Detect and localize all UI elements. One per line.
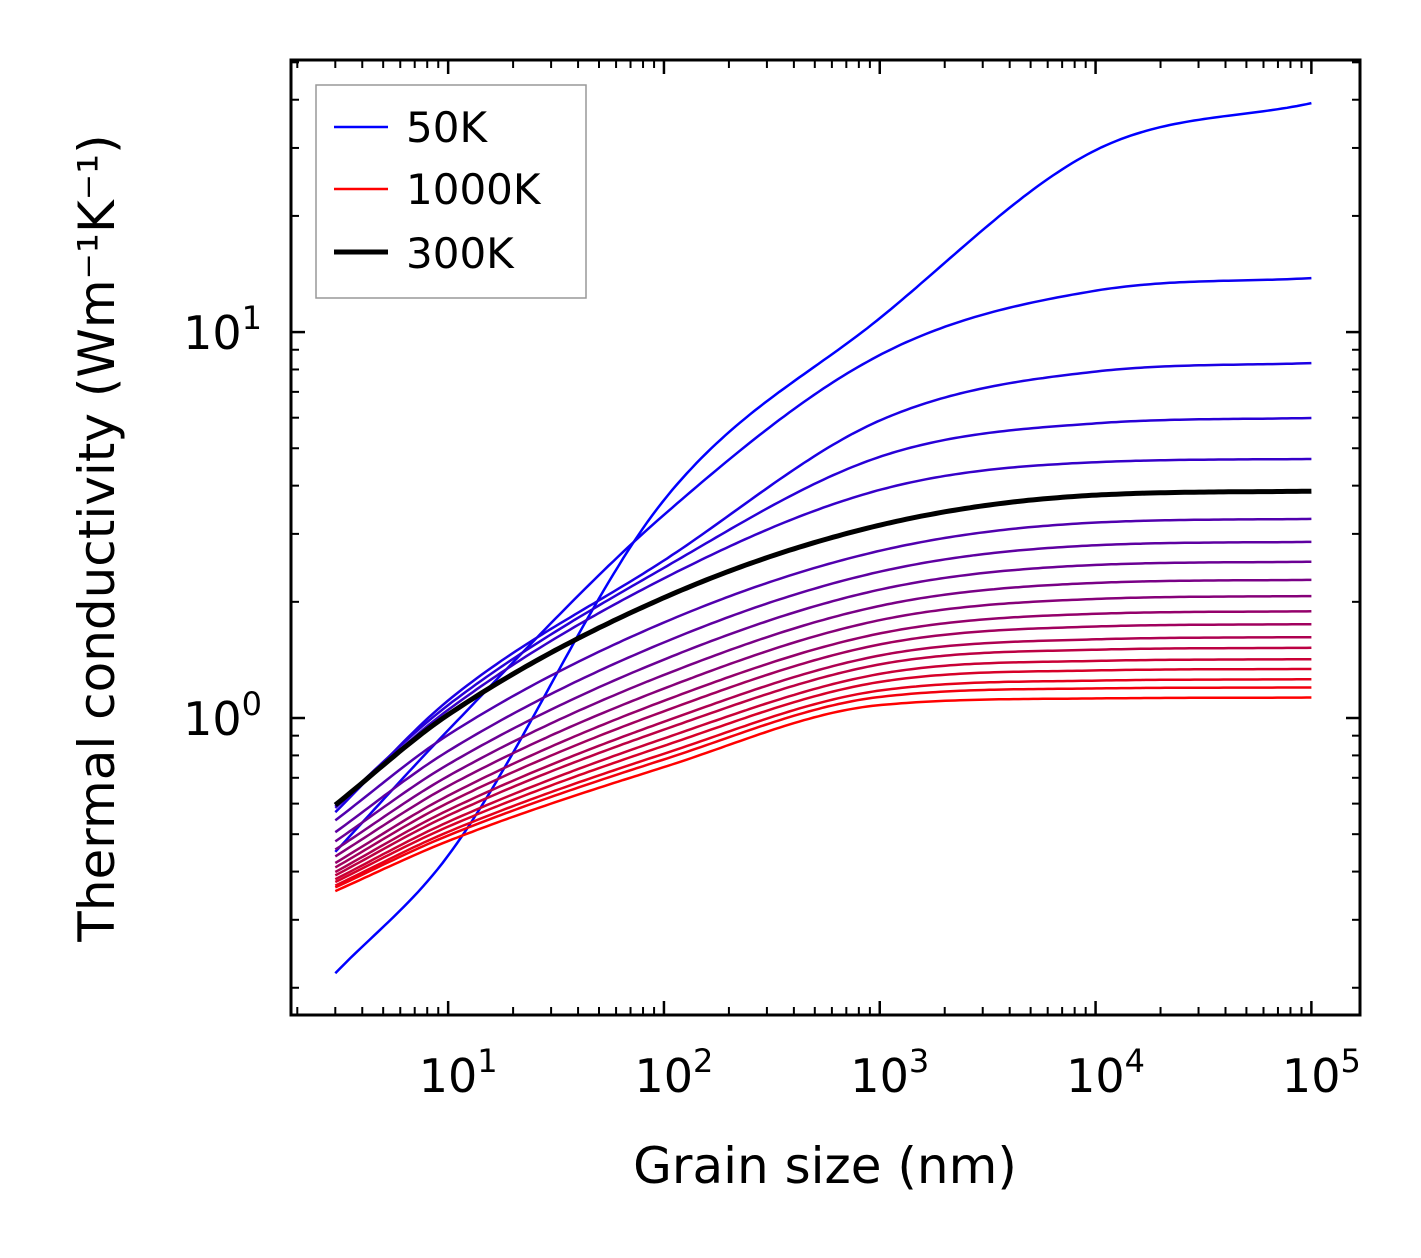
series-line-700k [334,635,1312,874]
y-tick-labels: 100 101 [183,299,262,746]
series-line-350k [334,517,1312,822]
series-lines [333,101,1312,975]
legend-label-300k: 300K [406,229,515,278]
plot-frame [289,58,1362,1017]
series-line-200k [334,416,1312,808]
series-line-150k [334,361,1312,814]
series-line-950k [334,686,1312,889]
y-axis-label: Thermal conductivity (Wm⁻¹K⁻¹) [68,134,126,942]
legend-label-50k: 50K [406,103,488,152]
series-line-250k [334,457,1312,809]
series-line-900k [334,678,1312,887]
series-line-600k [334,610,1312,865]
legend-label-1000k: 1000K [406,165,542,214]
series-line-400k [334,540,1312,834]
y-tick-label: 101 [183,299,262,360]
series-line-100k [334,276,1312,853]
x-tick-labels: 101 102 103 104 105 [419,1042,1361,1103]
x-tick-label: 101 [419,1042,498,1103]
x-tick-label: 105 [1282,1042,1361,1103]
x-tick-label: 102 [634,1042,713,1103]
y-tick-label: 100 [183,685,262,746]
series-line-450k [334,560,1312,843]
series-line-550k [334,594,1312,858]
legend: 50K 1000K 300K [315,84,587,299]
x-tick-label: 104 [1066,1042,1145,1103]
series-line-500k [334,578,1312,851]
x-axis-label: Grain size (nm) [633,1137,1017,1195]
series-line-850k [334,667,1312,884]
series-line-1000k [334,696,1312,893]
series-line-650k [334,622,1312,869]
legend-box [315,84,587,299]
series-line-800k [334,657,1312,881]
x-tick-label: 103 [850,1042,929,1103]
series-line-750k [334,646,1312,877]
series-line-300k [333,488,1312,807]
